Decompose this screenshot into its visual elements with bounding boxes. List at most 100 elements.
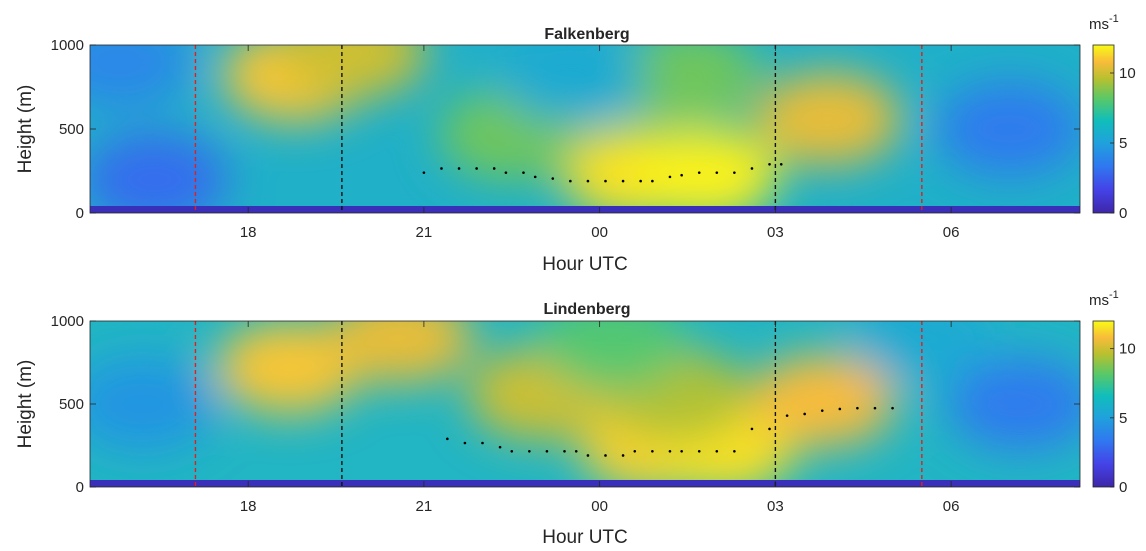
jet-core-point [697,171,701,174]
x-tick-label: 00 [591,498,608,515]
jet-core-point [463,441,467,445]
wind-speed-blob [280,45,427,99]
marker-lines [194,45,923,213]
y-tick-label: 1000 [51,37,84,54]
jet-core-point [891,406,894,410]
wind-speed-blob [90,132,228,213]
colorbar-unit: ms-1 [1089,289,1119,309]
wind-speed-blob [936,81,1080,177]
panel-title: Falkenberg [544,26,629,43]
wind-speed-blob [631,127,779,213]
colorbar-unit: ms-1 [1089,13,1119,33]
jet-core-point [715,450,719,453]
heatmap-field [90,321,1080,487]
colorbar-gradient [1092,320,1115,488]
wind-speed-blob [90,45,193,109]
jet-core-point [498,445,502,449]
y-tick-label: 0 [76,205,84,222]
jet-core-point [668,175,672,179]
colorbar-ticks: 0 5 10 [1110,341,1136,496]
x-tick-label: 03 [767,224,784,241]
jet-core-point [533,175,537,179]
jet-core-point [715,171,719,174]
jet-core-point [604,454,607,457]
x-axis-label: Hour UTC [542,254,628,275]
y-axis-label: Height (m) [15,360,36,449]
jet-core-point [803,412,806,416]
wind-speed-blob [327,321,474,385]
wind-speed-blob [749,354,896,448]
jet-core-point [586,454,590,457]
jet-core-point [621,454,625,457]
jet-core-point [873,406,877,410]
jet-core-point [481,441,484,445]
heatmap-area [90,321,1080,487]
jet-core-point [446,437,449,441]
jet-core-point [551,177,555,180]
heatmap-field [90,45,1080,213]
jet-core-point [785,414,789,417]
jet-core-point [680,173,683,177]
colorbar-tick-label: 0 [1119,205,1127,222]
x-tick-label: 21 [416,224,433,241]
wind-speed-blob [215,321,363,414]
wind-speed-blob [754,71,902,166]
jet-core-point [697,450,701,453]
x-tick-label: 03 [767,498,784,515]
jet-core-point [545,450,549,453]
jet-core-point [422,171,426,174]
jet-core-point [750,427,754,431]
jet-core-point [733,171,736,174]
colorbar: 0 5 10 ms-1 [1089,289,1136,496]
x-tick-label: 06 [943,498,960,515]
wind-speed-blob [948,357,1080,451]
surface-layer [90,480,1080,487]
jet-core-point [504,171,508,174]
jet-core-point [680,450,683,453]
jet-core-point [668,450,672,453]
jet-core-point [528,450,531,453]
surface-layer [90,206,1080,213]
x-tick-label: 18 [240,224,257,241]
x-tick-label: 21 [416,498,433,515]
jet-core-point [569,179,572,183]
heatmap-area [90,45,1080,213]
y-axis: 0 500 1000 [51,37,1080,222]
y-axis: 0 500 1000 [51,313,1080,496]
jet-core-point [633,450,637,453]
wind-speed-blob [538,321,685,390]
jet-core-point [768,427,771,431]
colorbar-gradient [1092,44,1115,214]
jet-core-point [820,409,824,412]
x-tick-label: 06 [943,224,960,241]
y-tick-label: 500 [59,396,84,413]
colorbar-ticks: 0 5 10 [1110,65,1136,222]
jet-core-points [446,406,894,457]
x-tick-label: 18 [240,498,257,515]
wind-speed-blob [497,45,644,123]
wind-speed-blob [614,45,761,123]
colorbar: 0 5 10 ms-1 [1089,13,1136,222]
jet-core-point [639,179,642,183]
x-axis: 18 21 00 03 06 [240,321,960,515]
colorbar-tick-label: 0 [1119,479,1127,496]
y-tick-label: 1000 [51,313,84,330]
jet-core-point [457,167,461,170]
y-axis-label: Height (m) [15,85,36,174]
jet-core-point [621,179,625,183]
jet-core-point [750,167,754,170]
jet-core-point [604,179,607,183]
jet-core-point [574,450,578,453]
jet-core-point [779,162,783,166]
jet-core-point [510,450,514,453]
x-tick-label: 00 [591,224,608,241]
colorbar-tick-label: 5 [1119,135,1127,152]
jet-core-point [838,407,842,411]
jet-core-point [856,406,859,410]
jet-core-point [768,162,771,166]
x-axis-label: Hour UTC [542,527,628,546]
